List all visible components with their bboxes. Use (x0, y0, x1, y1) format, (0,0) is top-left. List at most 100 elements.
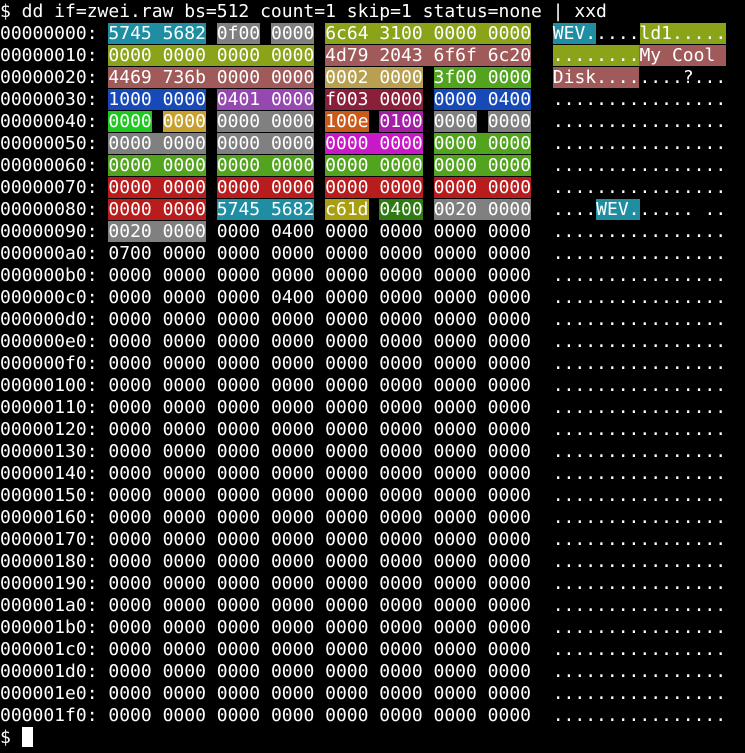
hex-dump-line: 000000e0: 0000 0000 0000 0000 0000 0000 … (0, 331, 726, 353)
hex-offset: 00000040: (0, 111, 98, 132)
hex-dump-line: 000000c0: 0000 0000 0000 0400 0000 0000 … (0, 287, 726, 309)
plain-bytes (423, 177, 434, 198)
plain-bytes (477, 111, 488, 132)
highlighted-bytes: WEV. (596, 199, 640, 220)
plain-bytes (314, 155, 325, 176)
hex-dump-line: 00000100: 0000 0000 0000 0000 0000 0000 … (0, 375, 726, 397)
plain-bytes (423, 199, 434, 220)
hex-dump-line: 000000d0: 0000 0000 0000 0000 0000 0000 … (0, 309, 726, 331)
command-line: $ dd if=zwei.raw bs=512 count=1 skip=1 s… (0, 1, 607, 22)
hex-offset: 000001b0: (0, 617, 98, 638)
plain-bytes (98, 45, 109, 66)
hex-offset: 00000030: (0, 89, 98, 110)
hex-dump-line: 000001a0: 0000 0000 0000 0000 0000 0000 … (0, 595, 726, 617)
plain-bytes (206, 89, 217, 110)
plain-bytes (98, 67, 109, 88)
hex-offset: 00000010: (0, 45, 98, 66)
plain-bytes (206, 199, 217, 220)
hex-offset: 000001a0: (0, 595, 98, 616)
hex-offset: 00000020: (0, 67, 98, 88)
prompt-line[interactable]: $ (0, 727, 33, 749)
text-cursor (21, 727, 33, 747)
hex-offset: 000000d0: (0, 309, 98, 330)
plain-bytes (314, 23, 325, 44)
plain-bytes (423, 111, 434, 132)
hex-offset: 00000130: (0, 441, 98, 462)
plain-bytes (98, 133, 109, 154)
plain-bytes: 0000 0000 0000 0000 0000 0000 0000 0000 … (97, 419, 727, 440)
plain-bytes (206, 23, 217, 44)
plain-bytes (314, 111, 325, 132)
highlighted-bytes: Disk.... (552, 67, 640, 88)
plain-bytes (314, 89, 325, 110)
plain-bytes: 0700 0000 0000 0000 0000 0000 0000 0000 … (97, 243, 727, 264)
plain-bytes: 0000 0000 0000 0000 0000 0000 0000 0000 … (97, 309, 727, 330)
highlighted-bytes: 5745 5682 (108, 23, 206, 44)
highlighted-bytes: 0000 0000 (216, 133, 315, 154)
hex-offset: 00000150: (0, 485, 98, 506)
plain-bytes (206, 155, 217, 176)
plain-bytes: 0000 0000 0000 0000 0000 0000 0000 0000 … (97, 705, 727, 726)
hex-dump-line: 000000b0: 0000 0000 0000 0000 0000 0000 … (0, 265, 726, 287)
hex-offset: 00000100: (0, 375, 98, 396)
highlighted-bytes: 0400 (379, 199, 423, 220)
plain-bytes: 0000 0000 0000 0000 0000 0000 0000 0000 … (97, 639, 727, 660)
highlighted-bytes: 0000 0000 (108, 199, 206, 220)
highlighted-bytes: 0100 (379, 111, 423, 132)
hex-offset: 00000180: (0, 551, 98, 572)
plain-bytes (98, 23, 109, 44)
highlighted-bytes: 0020 0000 (433, 199, 532, 220)
hex-dump-line: 000001e0: 0000 0000 0000 0000 0000 0000 … (0, 683, 726, 705)
highlighted-bytes: WEV. (552, 23, 597, 44)
plain-bytes (531, 89, 553, 110)
plain-bytes (531, 45, 553, 66)
highlighted-bytes: ld1..... (639, 23, 727, 44)
hex-offset: 000000a0: (0, 243, 98, 264)
hex-offset: 00000160: (0, 507, 98, 528)
plain-bytes (98, 155, 109, 176)
hex-dump-line: 00000170: 0000 0000 0000 0000 0000 0000 … (0, 529, 726, 551)
hex-dump-line: 00000040: 0000 0000 0000 0000 100e 0100 … (0, 111, 726, 133)
hex-dump-line: 00000130: 0000 0000 0000 0000 0000 0000 … (0, 441, 726, 463)
hex-dump-line: 00000190: 0000 0000 0000 0000 0000 0000 … (0, 573, 726, 595)
highlighted-bytes: 0000 (270, 23, 315, 44)
hex-offset: 00000050: (0, 133, 98, 154)
plain-bytes: ................ (552, 155, 727, 176)
hex-offset: 000000f0: (0, 353, 98, 374)
plain-bytes (531, 111, 553, 132)
highlighted-bytes: 1000 0000 (108, 89, 206, 110)
highlighted-bytes: My Cool (639, 45, 727, 66)
hex-offset: 000001e0: (0, 683, 98, 704)
hex-offset: 000001d0: (0, 661, 98, 682)
plain-bytes: 0000 0000 0000 0000 0000 0000 0000 0000 … (97, 551, 727, 572)
hex-offset: 000001c0: (0, 639, 98, 660)
highlighted-bytes: 100e (325, 111, 369, 132)
hex-offset: 00000140: (0, 463, 98, 484)
plain-bytes: ..... .. (639, 199, 727, 220)
plain-bytes: 0000 0400 0000 0000 0000 0000 ..........… (205, 221, 727, 242)
highlighted-bytes: 0000 0000 (325, 155, 423, 176)
highlighted-bytes: 0000 (108, 111, 152, 132)
highlighted-bytes: 4469 736b 0000 0000 (108, 67, 315, 88)
plain-bytes: 0000 0000 0000 0000 0000 0000 0000 0000 … (97, 375, 727, 396)
plain-bytes (206, 133, 217, 154)
highlighted-bytes: 0000 0000 (325, 177, 423, 198)
hex-offset: 00000120: (0, 419, 98, 440)
plain-bytes: 0000 0000 0000 0000 0000 0000 0000 0000 … (97, 617, 727, 638)
highlighted-bytes: 0000 0000 (216, 155, 315, 176)
plain-bytes: 0000 0000 0000 0400 0000 0000 0000 0000 … (97, 287, 727, 308)
plain-bytes (423, 67, 434, 88)
hex-offset: 000001f0: (0, 705, 98, 726)
plain-bytes (531, 23, 553, 44)
plain-bytes (98, 89, 109, 110)
hex-offset: 00000170: (0, 529, 98, 550)
plain-bytes: ................ (552, 89, 727, 110)
plain-bytes: 0000 0000 0000 0000 0000 0000 0000 0000 … (97, 265, 727, 286)
plain-bytes: 0000 0000 0000 0000 0000 0000 0000 0000 … (97, 529, 727, 550)
plain-bytes (531, 155, 553, 176)
hex-dump-line: 000000a0: 0700 0000 0000 0000 0000 0000 … (0, 243, 726, 265)
plain-bytes (206, 111, 217, 132)
hex-dump-line: 00000060: 0000 0000 0000 0000 0000 0000 … (0, 155, 726, 177)
hex-offset: 000000b0: (0, 265, 98, 286)
